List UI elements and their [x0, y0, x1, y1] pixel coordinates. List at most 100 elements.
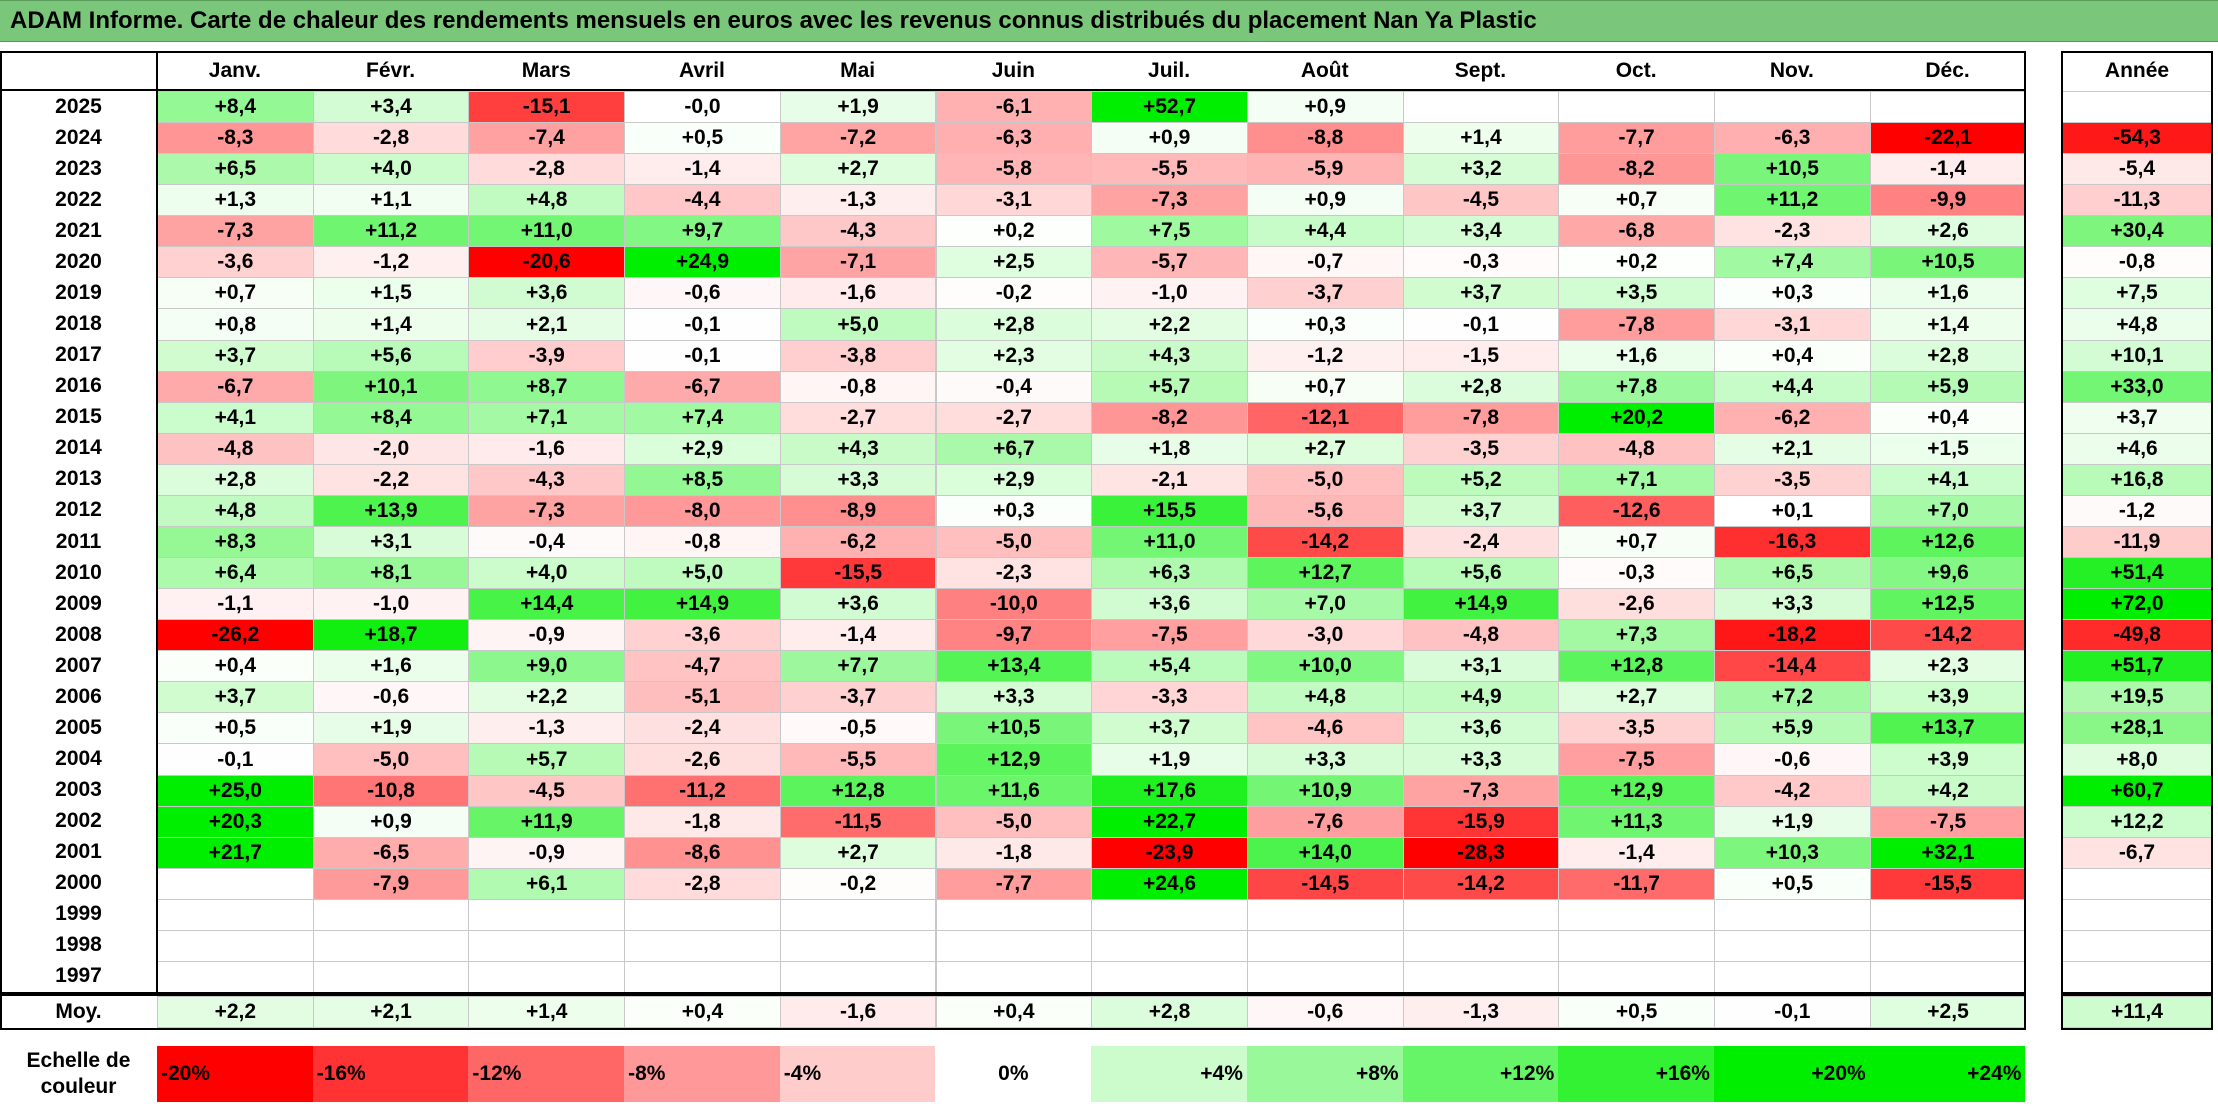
heatmap-cell: +7,7 [779, 650, 937, 683]
average-annual-cell: +11,4 [2062, 996, 2212, 1028]
heatmap-cell: -2,2 [312, 463, 470, 496]
heatmap-cell [624, 929, 781, 962]
heatmap-cell: +0,5 [157, 712, 314, 745]
average-cell: +1,4 [468, 996, 626, 1028]
heatmap-cell: +2,7 [1558, 681, 1715, 714]
annual-cell [2062, 898, 2212, 931]
heatmap-cell: -8,8 [1246, 122, 1404, 155]
heatmap-cell: +1,6 [312, 650, 470, 683]
heatmap-cell [1714, 898, 1871, 931]
heatmap-cell: +24,6 [1091, 867, 1248, 900]
heatmap-cell: -14,2 [1402, 867, 1560, 900]
heatmap-cell: +3,7 [1402, 494, 1560, 527]
heatmap-cell: +5,9 [1714, 712, 1871, 745]
heatmap-cell [1869, 929, 2027, 962]
color-scale-step: -8% [624, 1046, 780, 1102]
heatmap-cell: +11,2 [312, 215, 470, 248]
heatmap-cell: -5,0 [1246, 463, 1404, 496]
heatmap-cell: +4,8 [1246, 681, 1404, 714]
heatmap-cell: +7,4 [1714, 246, 1871, 279]
heatmap-cell: -3,1 [1714, 308, 1871, 341]
annual-cell [2062, 91, 2212, 124]
heatmap-cell: -2,8 [624, 867, 781, 900]
annual-cell: +3,7 [2062, 401, 2212, 434]
heatmap-cell: +8,4 [312, 401, 470, 434]
heatmap-cell [624, 898, 781, 931]
heatmap-cell: +9,7 [624, 215, 781, 248]
heatmap-cell: +5,4 [1091, 650, 1248, 683]
heatmap-cell: +18,7 [312, 619, 470, 652]
year-label: 2013 [55, 467, 102, 491]
heatmap-cell: +2,7 [1246, 432, 1404, 465]
heatmap-cell: +20,3 [157, 805, 314, 838]
heatmap-cell [1714, 91, 1871, 124]
heatmap-cell: -1,4 [624, 153, 781, 186]
heatmap-cell: +5,6 [1402, 557, 1560, 590]
year-label: 2025 [55, 94, 102, 118]
heatmap-cell: -3,7 [779, 681, 937, 714]
heatmap-cell: +4,3 [1091, 339, 1248, 372]
heatmap-cell: -11,2 [624, 774, 781, 807]
year-label: 2000 [55, 871, 102, 895]
heatmap-cell: +9,6 [1869, 557, 2027, 590]
heatmap-cell: +10,0 [1246, 650, 1404, 683]
annual-cell: +4,8 [2062, 308, 2212, 341]
heatmap-cell: +3,7 [1402, 277, 1560, 310]
heatmap-cell: -3,3 [1091, 681, 1248, 714]
heatmap-cell: -3,8 [779, 339, 937, 372]
heatmap-cell: -6,7 [157, 370, 314, 403]
heatmap-cell: +0,7 [1558, 184, 1715, 217]
heatmap-cell: -7,8 [1558, 308, 1715, 341]
heatmap-cell [1091, 960, 1248, 994]
annual-cell: -11,9 [2062, 525, 2212, 559]
heatmap-cell: -0,3 [1558, 557, 1715, 590]
heatmap-cell: +4,2 [1869, 774, 2027, 807]
heatmap-cell: -1,2 [312, 246, 470, 279]
heatmap-cell: -23,9 [1091, 836, 1248, 869]
heatmap-cell: +4,0 [468, 557, 626, 590]
heatmap-cell [1869, 91, 2027, 124]
heatmap-cell: +24,9 [624, 246, 781, 279]
heatmap-cell: -2,3 [935, 557, 1093, 590]
heatmap-cell: -0,6 [624, 277, 781, 310]
annual-cell: -49,8 [2062, 619, 2212, 652]
heatmap-cell: +1,5 [1869, 432, 2027, 465]
heatmap-cell: -7,5 [1091, 619, 1248, 652]
month-header: Juin [991, 59, 1035, 82]
annual-cell: +8,0 [2062, 743, 2212, 776]
heatmap-cell: +3,2 [1402, 153, 1560, 186]
color-scale-step: -12% [468, 1046, 625, 1102]
heatmap-cell: -1,3 [468, 712, 626, 745]
month-header: Oct. [1615, 59, 1657, 82]
annual-cell [2062, 867, 2212, 900]
month-header: Nov. [1769, 59, 1814, 82]
heatmap-cell [1246, 898, 1404, 931]
heatmap-cell: +5,0 [624, 557, 781, 590]
heatmap-cell: +17,6 [1091, 774, 1248, 807]
year-label: 2021 [55, 218, 102, 242]
heatmap-cell: -5,1 [624, 681, 781, 714]
heatmap-cell: -5,6 [1246, 494, 1404, 527]
heatmap-cell: +1,1 [312, 184, 470, 217]
heatmap-cell: +6,3 [1091, 557, 1248, 590]
heatmap-cell: -6,2 [779, 525, 937, 559]
heatmap-cell: -8,2 [1091, 401, 1248, 434]
heatmap-cell: +4,4 [1714, 370, 1871, 403]
heatmap-cell: -0,2 [779, 867, 937, 900]
heatmap-cell: -2,1 [1091, 463, 1248, 496]
heatmap-cell: -0,8 [624, 525, 781, 559]
heatmap-cell: -7,4 [468, 122, 626, 155]
heatmap-cell [157, 960, 314, 994]
heatmap-cell: +1,9 [779, 91, 937, 124]
heatmap-cell: +8,1 [312, 557, 470, 590]
heatmap-cell: -5,0 [935, 525, 1093, 559]
heatmap-cell: -1,4 [1558, 836, 1715, 869]
annual-cell: -11,3 [2062, 184, 2212, 217]
heatmap-cell: +6,1 [468, 867, 626, 900]
annual-cell: +7,5 [2062, 277, 2212, 310]
heatmap-cell: +0,3 [935, 494, 1093, 527]
heatmap-cell: -7,3 [468, 494, 626, 527]
heatmap-cell: -14,4 [1714, 650, 1871, 683]
heatmap-cell: -0,8 [779, 370, 937, 403]
heatmap-cell: +5,0 [779, 308, 937, 341]
